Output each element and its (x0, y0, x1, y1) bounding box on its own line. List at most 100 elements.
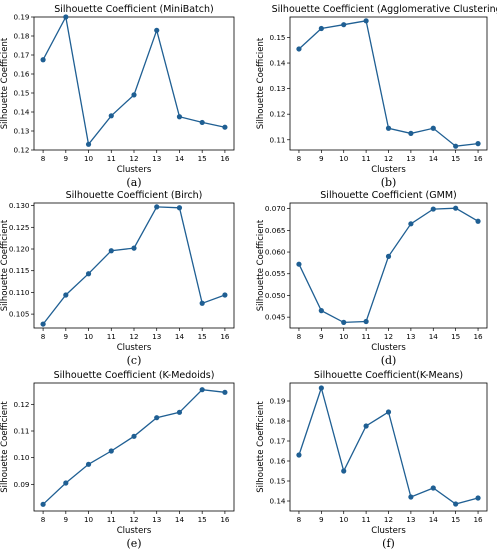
y-tick-label: 0.13 (13, 127, 29, 136)
x-tick-label: 9 (64, 515, 69, 524)
y-tick-label: 0.14 (13, 108, 29, 117)
x-tick-label: 13 (406, 515, 415, 524)
x-tick-label: 14 (175, 515, 185, 524)
chart-panel-1: Silhouette Coefficient (MiniBatch) 8 9 10 11… (0, 4, 235, 189)
data-point (108, 448, 114, 454)
x-tick-label: 9 (319, 515, 324, 524)
y-tick-label: 0.120 (9, 245, 30, 254)
y-tick-label: 0.18 (269, 417, 285, 426)
x-tick-label: 8 (297, 332, 302, 341)
y-tick-label: 0.055 (265, 269, 286, 278)
data-point (63, 14, 69, 20)
y-tick-label: 0.12 (13, 400, 29, 409)
x-tick-label: 11 (107, 332, 116, 341)
data-point (318, 308, 324, 314)
x-tick-label: 13 (152, 154, 161, 163)
x-tick-label: 8 (297, 154, 302, 163)
data-point (63, 480, 69, 486)
y-tick-label: 0.11 (269, 135, 285, 144)
series-line (42, 206, 226, 325)
data-point (385, 125, 392, 131)
chart-title: Silhouette Coefficient(K-Means) (314, 370, 463, 381)
y-axis-label: Silhouette Coefficient (256, 37, 266, 129)
data-point (408, 130, 414, 136)
data-point (385, 253, 392, 259)
data-point (199, 119, 205, 126)
chart-title: Silhouette Coefficient (K-Medoids) (54, 370, 215, 381)
series-line (42, 389, 225, 505)
data-point (40, 501, 46, 507)
data-point (385, 409, 392, 415)
data-point (154, 204, 160, 210)
y-tick-label: 0.15 (269, 477, 285, 486)
x-tick-label: 14 (175, 154, 185, 163)
x-tick-label: 14 (429, 515, 439, 524)
x-tick-label: 9 (319, 154, 324, 163)
y-tick-label: 0.050 (265, 291, 286, 300)
plot-frame (33, 202, 235, 329)
x-tick-label: 10 (84, 332, 94, 341)
data-point (222, 124, 228, 130)
data-point (363, 18, 369, 24)
data-point (341, 22, 347, 28)
x-tick-label: 12 (129, 154, 138, 163)
y-tick-label: 0.12 (269, 110, 285, 119)
y-tick-label: 0.17 (13, 51, 29, 60)
data-point (453, 143, 459, 149)
data-point (85, 461, 92, 467)
y-tick-label: 0.105 (9, 310, 30, 319)
chart-title: Silhouette Coefficient (Agglomerative Cl… (272, 4, 497, 15)
series-line (42, 15, 226, 146)
x-axis-label: Clusters (117, 343, 152, 353)
y-tick-label: 0.19 (13, 13, 29, 22)
x-tick-label: 11 (362, 515, 371, 524)
data-point (40, 57, 46, 63)
plot-frame (289, 382, 488, 512)
y-tick-label: 0.19 (269, 397, 285, 406)
x-tick-label: 12 (129, 515, 138, 524)
panel-caption: (a) (126, 176, 141, 189)
x-tick-label: 14 (429, 332, 439, 341)
x-tick-label: 13 (152, 332, 161, 341)
data-point (296, 261, 302, 267)
x-axis-label: Clusters (371, 343, 406, 353)
chart-panel-3: Silhouette Coefficient (Birch) 8 9 10 11 12 13… (0, 190, 235, 367)
plot-frame (33, 16, 235, 151)
data-point (430, 206, 436, 212)
data-point (108, 113, 114, 119)
y-tick-label: 0.12 (13, 146, 29, 155)
y-axis-label: Silhouette Coefficient (0, 401, 10, 493)
x-tick-label: 15 (198, 332, 207, 341)
x-tick-label: 10 (84, 154, 94, 163)
data-point (475, 495, 481, 501)
x-tick-label: 11 (362, 332, 371, 341)
data-point (453, 501, 459, 507)
x-tick-label: 13 (152, 515, 161, 524)
chart-title: Silhouette Coefficient (GMM) (320, 190, 456, 201)
x-tick-label: 14 (429, 154, 439, 163)
x-tick-label: 11 (107, 515, 116, 524)
x-tick-label: 16 (220, 332, 230, 341)
data-point (63, 292, 69, 298)
data-point (453, 205, 459, 211)
y-tick-label: 0.15 (269, 33, 285, 42)
x-tick-label: 13 (406, 332, 415, 341)
x-tick-label: 8 (41, 154, 46, 163)
y-tick-label: 0.13 (269, 84, 285, 93)
x-tick-label: 11 (362, 154, 371, 163)
x-tick-label: 15 (451, 154, 460, 163)
data-point (408, 494, 414, 500)
data-point (341, 319, 347, 325)
panel-caption: (d) (381, 354, 397, 367)
x-tick-label: 14 (175, 332, 185, 341)
data-point (131, 245, 137, 251)
data-point (222, 389, 228, 395)
y-axis-label: Silhouette Coefficient (256, 219, 266, 311)
data-point (154, 415, 160, 421)
y-tick-label: 0.16 (269, 457, 285, 466)
x-tick-label: 13 (406, 154, 415, 163)
x-tick-label: 15 (451, 515, 460, 524)
y-tick-label: 0.15 (13, 89, 29, 98)
data-point (85, 271, 92, 277)
